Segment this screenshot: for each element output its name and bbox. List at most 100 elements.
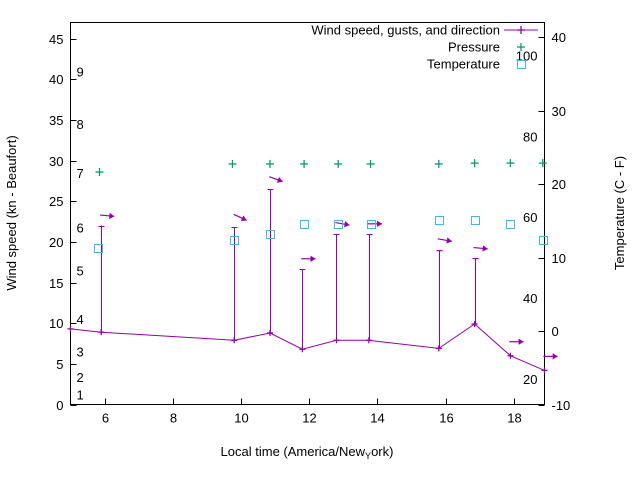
y2-axis-title: Temperature (C - F) xyxy=(612,156,627,270)
fahrenheit-label: 60 xyxy=(523,210,537,225)
fahrenheit-label: 100 xyxy=(516,49,538,64)
legend-plus-sample xyxy=(517,43,525,51)
wind-speed-point xyxy=(507,352,514,359)
y2-tick-label: 0 xyxy=(552,324,559,339)
wind-direction-arrow-head xyxy=(552,353,558,360)
wind-speed-point xyxy=(98,329,105,336)
wind-speed-line xyxy=(70,323,545,371)
fahrenheit-label: 80 xyxy=(523,129,537,144)
wind-speed-point xyxy=(541,367,548,374)
pressure-point xyxy=(470,159,479,168)
wind-direction-arrow xyxy=(543,353,558,360)
beaufort-label: 5 xyxy=(77,263,84,278)
y2-axis-ticks: -10 0 10 20 30 40 xyxy=(538,30,570,413)
y-tick-label: 40 xyxy=(49,72,63,87)
y-tick-label: 25 xyxy=(49,194,63,209)
beaufort-label: 2 xyxy=(77,370,84,385)
pressure-point xyxy=(300,159,309,168)
wind-speed-point xyxy=(67,325,74,332)
fahrenheit-scale-labels: 20 40 60 80 100 xyxy=(516,49,538,387)
pressure-point xyxy=(366,159,375,168)
wind-direction-arrow xyxy=(301,255,316,262)
legend-label: Temperature xyxy=(427,57,500,72)
beaufort-label: 9 xyxy=(77,64,84,79)
y-tick-label: 10 xyxy=(49,316,63,331)
wind-direction-arrow-head xyxy=(482,245,488,252)
series-2 xyxy=(93,215,549,254)
wind-direction-arrow-head xyxy=(276,176,283,183)
x-tick-label: 12 xyxy=(302,411,316,426)
y2-tick-label: 40 xyxy=(552,30,566,45)
temperature-point xyxy=(229,235,240,246)
x-axis-title: Local time (America/NewYork) xyxy=(221,444,394,461)
pressure-point xyxy=(538,159,547,168)
temperature-point xyxy=(538,235,549,246)
y2-tick-label: 20 xyxy=(552,177,566,192)
x-tick-label: 14 xyxy=(370,411,384,426)
y-tick-label: 30 xyxy=(49,154,63,169)
wind-direction-arrow xyxy=(100,212,115,220)
wind-speed-point xyxy=(333,337,340,344)
pressure-point xyxy=(334,159,343,168)
beaufort-label: 7 xyxy=(77,166,84,181)
wind-direction-arrow-head xyxy=(377,220,383,228)
temperature-point xyxy=(434,215,445,226)
y-tick-label: 20 xyxy=(49,235,63,250)
y-tick-label: 0 xyxy=(56,398,63,413)
wind-speed-point xyxy=(266,329,273,336)
wind-direction-arrow xyxy=(473,245,488,252)
wind-direction-arrow xyxy=(509,338,524,345)
pressure-point xyxy=(265,159,274,168)
temperature-point xyxy=(366,219,377,230)
pressure-point xyxy=(434,159,443,168)
x-tick-label: 8 xyxy=(170,411,177,426)
x-tick-label: 16 xyxy=(439,411,453,426)
beaufort-label: 8 xyxy=(77,117,84,132)
x-tick-label: 6 xyxy=(102,411,109,426)
y-tick-label: 5 xyxy=(56,357,63,372)
pressure-point xyxy=(95,168,104,177)
y2-tick-label: 10 xyxy=(552,251,566,266)
wind-direction-arrow-head xyxy=(310,255,316,262)
series-1 xyxy=(95,159,547,177)
beaufort-label: 4 xyxy=(77,312,84,327)
data-series-group xyxy=(67,159,558,374)
y-tick-label: 45 xyxy=(49,32,63,47)
wind-direction-arrow xyxy=(437,237,452,244)
x-tick-label: 10 xyxy=(234,411,248,426)
x-axis-ticks: 6 8 10 12 14 16 18 xyxy=(102,398,522,426)
temperature-point xyxy=(505,219,516,230)
temperature-point xyxy=(333,219,344,230)
temperature-point xyxy=(93,243,104,254)
temperature-point xyxy=(470,215,481,226)
wind-direction-arrow-head xyxy=(344,221,350,228)
wind-direction-arrow xyxy=(269,176,283,183)
wind-direction-arrow-head xyxy=(518,338,524,345)
wind-speed-point xyxy=(435,345,442,352)
temperature-point xyxy=(299,219,310,230)
beaufort-label: 6 xyxy=(77,220,84,235)
legend-label: Wind speed, gusts, and direction xyxy=(311,23,500,38)
legend-label: Pressure xyxy=(448,40,500,55)
y-axis-ticks: 0 5 10 15 20 25 30 35 40 45 xyxy=(49,32,77,413)
wind-speed-point xyxy=(231,337,238,344)
plot-frame xyxy=(70,22,545,405)
x-tick-label: 18 xyxy=(507,411,521,426)
wind-speed-point xyxy=(299,346,306,353)
wind-speed-point xyxy=(471,321,478,328)
pressure-point xyxy=(506,159,515,168)
beaufort-label: 1 xyxy=(77,388,84,403)
wind-direction-arrow xyxy=(233,213,247,222)
temperature-point xyxy=(265,229,276,240)
y-axis-title: Wind speed (kn - Beaufort) xyxy=(4,135,19,290)
wind-direction-arrow-head xyxy=(240,215,247,222)
y2-tick-label: 30 xyxy=(552,104,566,119)
series-0 xyxy=(67,176,558,374)
wind-speed-point xyxy=(365,337,372,344)
fahrenheit-label: 20 xyxy=(523,372,537,387)
wind-direction-arrow-head xyxy=(109,212,115,220)
pressure-point xyxy=(228,159,237,168)
beaufort-label: 3 xyxy=(77,345,84,360)
